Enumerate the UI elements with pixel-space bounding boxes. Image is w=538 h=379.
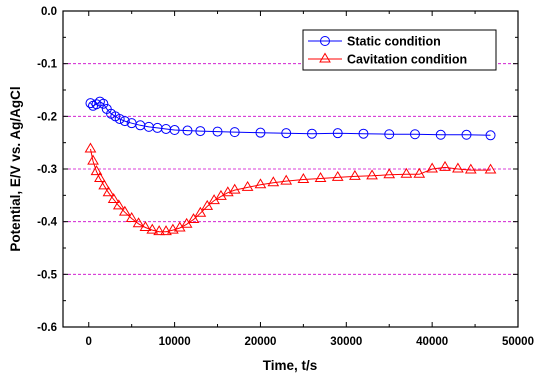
data-point-cavitation [94,171,106,182]
data-point-static [332,128,343,139]
x-tick-label: 40000 [416,336,448,348]
data-point-cavitation [102,186,115,197]
y-axis-label: Potential, E/V vs. Ag/AgCl [8,86,23,251]
data-point-cavitation [84,142,97,153]
x-tick-label: 0 [86,336,92,348]
data-point-cavitation [160,225,172,236]
data-point-cavitation [146,223,159,234]
data-point-cavitation [383,168,396,179]
series-line-cavitation [90,148,491,233]
y-tick-label: -0.2 [37,111,57,123]
data-point-cavitation [153,225,166,236]
data-point-cavitation [132,217,145,228]
data-point-static [485,130,496,141]
data-point-cavitation [439,160,451,171]
data-point-static [358,128,369,139]
data-point-cavitation [426,162,439,173]
data-point-cavitation [187,213,200,224]
data-point-static [91,99,102,110]
series-layer [84,96,497,236]
y-tick-label: -0.5 [37,269,57,281]
data-point-static [114,113,125,124]
y-tick-label: -0.4 [37,217,57,229]
legend-label-static: Static condition [347,35,441,49]
data-point-cavitation [228,183,241,194]
data-point-cavitation [331,170,344,181]
data-point-cavitation [201,199,214,210]
data-point-static [281,128,292,139]
legend-marker-static [320,36,330,46]
data-point-static [119,116,130,127]
x-tick-label: 20000 [244,336,276,348]
data-point-static [435,129,446,140]
data-point-cavitation [139,220,152,231]
data-point-cavitation [267,176,280,187]
data-point-static [94,96,105,107]
legend-label-cavitation: Cavitation condition [347,53,467,67]
data-point-cavitation [254,178,267,189]
data-point-cavitation [241,180,254,191]
data-point-cavitation [167,223,179,234]
x-tick-label: 50000 [502,336,534,348]
data-point-cavitation [87,154,99,165]
data-point-static [98,98,109,109]
data-point-cavitation [349,169,361,180]
data-point-static [85,98,96,109]
data-point-cavitation [118,205,131,216]
data-point-cavitation [297,173,310,184]
data-point-static [409,129,420,140]
data-point-static [461,129,472,140]
x-axis-label: Time, t/s [263,358,318,373]
data-point-cavitation [366,169,378,180]
data-point-static [182,125,193,136]
data-point-cavitation [452,162,464,173]
data-point-cavitation [107,193,120,204]
data-point-static [229,127,240,138]
legend-box [302,29,497,71]
y-tick-label: -0.1 [37,59,57,71]
legend: Static condition Cavitation condition [302,29,497,71]
data-point-cavitation [413,167,426,178]
x-tick-label: 10000 [159,336,191,348]
data-point-cavitation [400,167,413,178]
y-tick-label: -0.6 [37,322,57,334]
data-point-static [384,129,395,140]
data-point-static [195,126,206,137]
grid [63,63,518,275]
series-line-static [90,100,491,136]
data-point-cavitation [484,163,497,174]
data-point-cavitation [314,171,327,182]
data-point-cavitation [90,165,103,176]
data-point-cavitation [194,206,207,217]
data-point-static [306,128,317,139]
data-point-cavitation [464,163,477,174]
data-point-cavitation [98,179,111,190]
y-tick-label: 0.0 [41,6,57,18]
data-point-cavitation [112,199,125,210]
legend-marker-cavitation [319,52,331,63]
axes: 0.0 -0.1 -0.2 -0.3 -0.4 -0.5 -0.6 0 10000 20000 30… [37,6,534,348]
data-point-static [212,126,223,137]
data-point-cavitation [125,212,138,223]
data-point-static [255,127,266,138]
data-point-cavitation [280,174,293,185]
data-point-static [169,125,180,136]
x-tick-label: 30000 [330,336,362,348]
y-tick-label: -0.3 [37,164,57,176]
